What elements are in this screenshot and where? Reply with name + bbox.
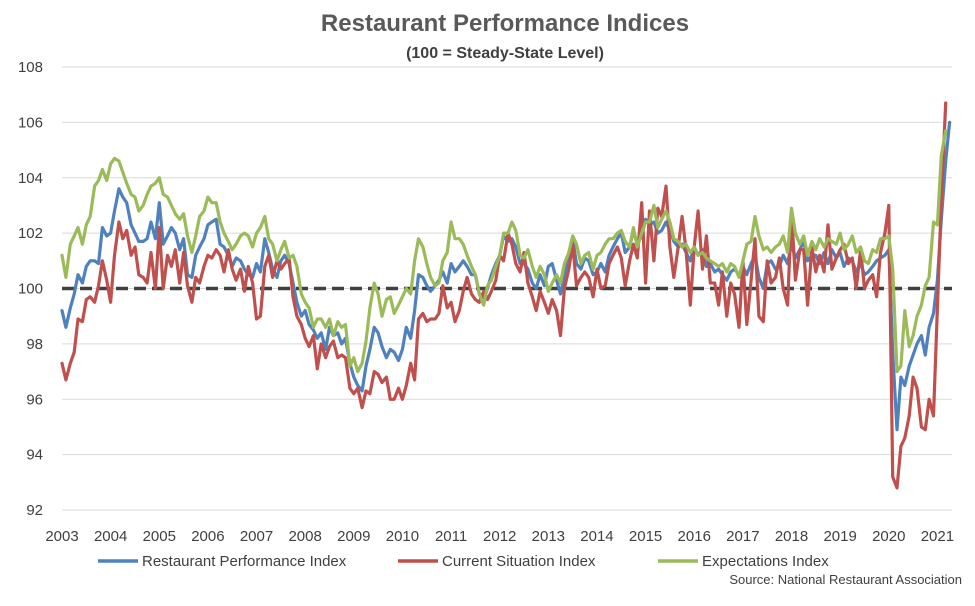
legend-label-restaurant-performance-index: Restaurant Performance Index [142,553,347,570]
y-axis-ticks: 92 94 96 98 100 102 104 106 108 [18,59,43,519]
series-line-current-situation-index [60,101,948,490]
y-tick-label-96: 96 [26,391,43,408]
chart-title: Restaurant Performance Indices [321,10,689,37]
x-tick-label-2015: 2015 [629,528,662,545]
y-tick-label-108: 108 [18,59,43,76]
x-tick-label-2008: 2008 [288,528,321,545]
x-tick-label-2003: 2003 [45,528,78,545]
x-tick-label-2020: 2020 [872,528,905,545]
legend-label-current-situation-index: Current Situation Index [442,553,596,570]
x-tick-label-2016: 2016 [678,528,711,545]
y-tick-label-100: 100 [18,281,43,298]
x-tick-label-2021: 2021 [921,528,954,545]
x-tick-label-2009: 2009 [337,528,370,545]
source-note: Source: National Restaurant Association [729,572,962,587]
x-tick-label-2007: 2007 [240,528,273,545]
chart-subtitle: (100 = Steady-State Level) [406,45,604,62]
x-tick-label-2010: 2010 [386,528,419,545]
y-tick-label-106: 106 [18,114,43,131]
x-tick-label-2017: 2017 [726,528,759,545]
legend-label-expectations-index: Expectations Index [702,553,829,570]
x-tick-label-2013: 2013 [532,528,565,545]
series-lines [60,101,952,490]
y-tick-label-92: 92 [26,502,43,519]
x-tick-label-2004: 2004 [94,528,127,545]
legend: Restaurant Performance Index Current Situ… [98,553,829,570]
x-tick-label-2006: 2006 [191,528,224,545]
x-tick-label-2005: 2005 [143,528,176,545]
x-tick-label-2014: 2014 [580,528,613,545]
x-tick-label-2018: 2018 [775,528,808,545]
y-tick-label-104: 104 [18,170,43,187]
series-line-expectations-index [60,129,948,374]
y-tick-label-98: 98 [26,336,43,353]
x-axis-ticks: 2003 2004 2005 2006 2007 2008 2009 2010 2011 2012… [45,528,954,545]
x-tick-label-2012: 2012 [483,528,516,545]
x-tick-label-2019: 2019 [823,528,856,545]
y-tick-label-102: 102 [18,225,43,242]
y-tick-label-94: 94 [26,447,43,464]
x-tick-label-2011: 2011 [435,528,467,545]
